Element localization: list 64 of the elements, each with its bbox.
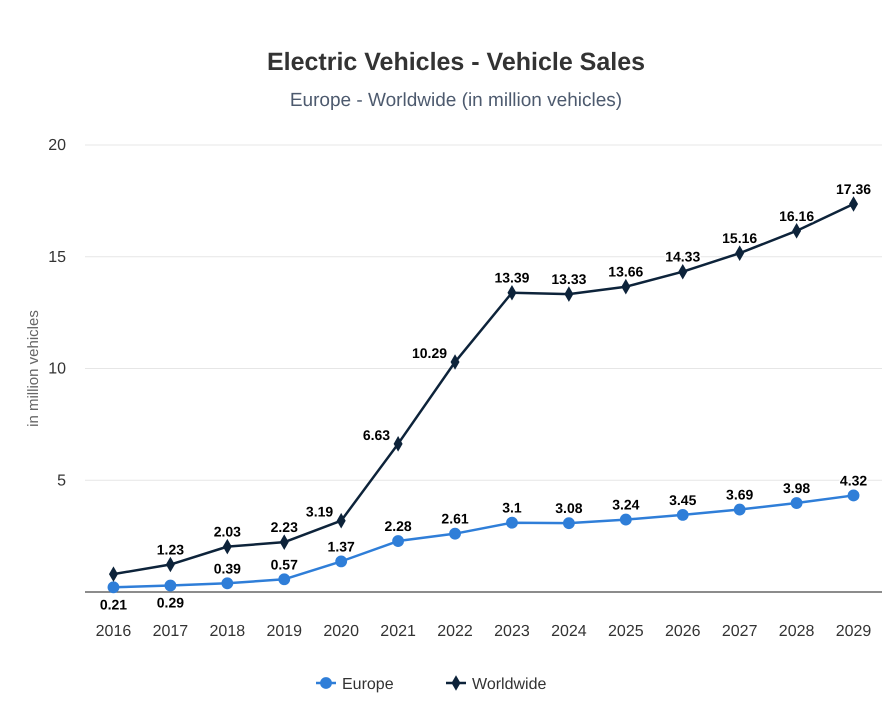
data-label: 0.29: [156, 594, 184, 611]
point: [848, 490, 860, 502]
point: [108, 581, 120, 594]
point: [278, 573, 290, 586]
point: [449, 528, 461, 540]
x-tick-label: 2018: [210, 623, 246, 640]
data-label: 10.29: [412, 345, 448, 362]
data-label: 2.23: [270, 519, 298, 536]
y-axis-title: in million vehicles: [25, 310, 42, 427]
x-tick-label: 2021: [380, 623, 416, 640]
data-label: 17.36: [836, 181, 872, 198]
x-tick-label: 2026: [664, 623, 701, 640]
data-label: 3.19: [306, 504, 334, 520]
legend-label: Worldwide: [472, 676, 546, 693]
data-label: 13.39: [494, 270, 530, 286]
x-tick-label: 2029: [836, 623, 872, 640]
x-tick-label: 2027: [722, 623, 758, 640]
y-tick-label: 5: [57, 472, 66, 490]
chart-subtitle: Europe - Worldwide (in million vehicles): [290, 90, 622, 111]
data-label: 0.57: [270, 556, 298, 572]
data-label: 14.33: [665, 248, 700, 265]
data-label: 3.45: [669, 492, 697, 508]
data-label: 2.61: [441, 510, 469, 527]
data-label: 1.37: [328, 538, 356, 554]
x-tick-label: 2025: [608, 623, 644, 640]
data-label: 3.98: [782, 480, 810, 496]
data-label: 4.32: [840, 472, 868, 488]
point: [676, 508, 689, 521]
data-label: 2.28: [384, 518, 412, 534]
point: [790, 497, 803, 509]
legend-label: Europe: [342, 676, 394, 693]
y-tick-label: 20: [48, 137, 66, 154]
data-label: 2.03: [214, 524, 242, 540]
point: [620, 514, 632, 526]
data-label: 0.21: [100, 596, 128, 612]
data-label: 13.66: [608, 264, 644, 280]
data-label: 16.16: [779, 208, 814, 224]
data-label: 15.16: [722, 230, 758, 246]
y-tick-label: 10: [48, 360, 66, 378]
data-label: 3.08: [555, 500, 583, 516]
x-tick-label: 2020: [323, 623, 360, 640]
point: [392, 535, 404, 547]
point: [734, 504, 746, 516]
chart-title: Electric Vehicles - Vehicle Sales: [266, 48, 646, 76]
data-label: 3.69: [726, 486, 754, 503]
point: [506, 516, 518, 529]
point: [221, 577, 234, 590]
point: [335, 555, 348, 568]
x-tick-label: 2023: [494, 623, 530, 640]
x-tick-label: 2017: [152, 623, 188, 640]
x-tick-label: 2019: [266, 623, 302, 640]
data-label: 0.39: [214, 560, 242, 576]
data-label: 3.1: [502, 500, 522, 516]
data-label: 13.33: [551, 271, 587, 288]
x-tick-label: 2022: [437, 623, 473, 640]
point: [562, 517, 575, 530]
data-label: 6.63: [362, 426, 390, 443]
x-tick-label: 2028: [778, 623, 815, 640]
x-tick-label: 2024: [551, 623, 587, 640]
x-tick-label: 2016: [96, 623, 132, 640]
point: [164, 580, 176, 592]
data-label: 1.23: [156, 542, 184, 558]
data-label: 3.24: [612, 496, 640, 513]
y-tick-label: 15: [48, 248, 66, 266]
